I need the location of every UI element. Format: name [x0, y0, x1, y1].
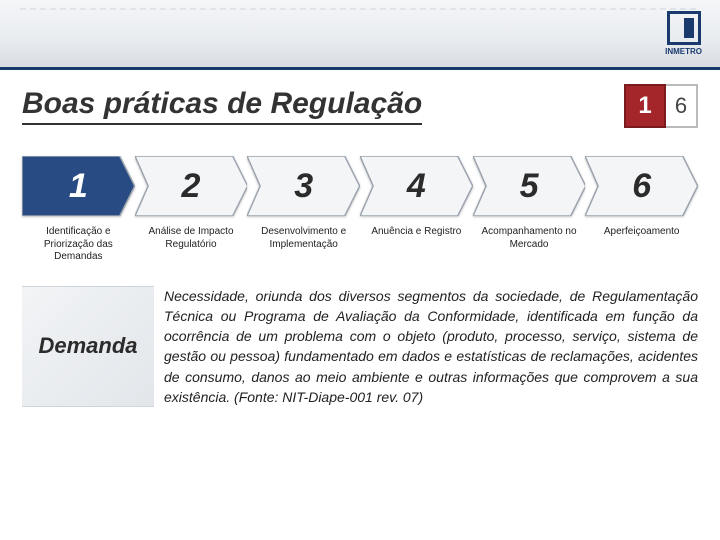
step-number-1: 1 [22, 156, 135, 216]
step-number-3: 3 [247, 156, 360, 216]
section-body-text: Necessidade, oriunda dos diversos segmen… [164, 286, 698, 408]
page-number-badge: 1 6 [624, 84, 698, 128]
step-label-5: Acompanhamento no Mercado [481, 226, 577, 251]
step-label-2: Análise de Impacto Regulatório [143, 226, 239, 251]
brand-name: INMETRO [665, 47, 702, 56]
logo-mark-icon [667, 11, 701, 45]
content-row: Demanda Necessidade, oriunda dos diverso… [0, 270, 720, 426]
brand-logo: INMETRO [665, 11, 702, 56]
step-chevron-3: 3 [247, 156, 360, 216]
page-total: 6 [666, 84, 698, 128]
step-chevron-2: 2 [135, 156, 248, 216]
process-step-6: 6 Aperfeiçoamento [585, 156, 698, 239]
step-chevron-4: 4 [360, 156, 473, 216]
process-step-1: 1 Identificação e Priorização das Demanda… [22, 156, 135, 264]
step-label-3: Desenvolvimento e Implementação [256, 226, 352, 251]
step-label-1: Identificação e Priorização das Demandas [30, 226, 126, 264]
process-step-3: 3 Desenvolvimento e Implementação [247, 156, 360, 251]
slide-title: Boas práticas de Regulação [22, 87, 422, 125]
process-step-4: 4 Anuência e Registro [360, 156, 473, 239]
step-chevron-5: 5 [473, 156, 586, 216]
page-current: 1 [624, 84, 666, 128]
process-step-5: 5 Acompanhamento no Mercado [473, 156, 586, 251]
title-row: Boas práticas de Regulação 1 6 [0, 70, 720, 132]
process-step-2: 2 Análise de Impacto Regulatório [135, 156, 248, 251]
step-number-4: 4 [360, 156, 473, 216]
step-number-6: 6 [585, 156, 698, 216]
step-number-5: 5 [473, 156, 586, 216]
slide-header: INMETRO [0, 0, 720, 70]
step-label-6: Aperfeiçoamento [604, 226, 680, 239]
step-label-4: Anuência e Registro [371, 226, 461, 239]
process-steps: 1 Identificação e Priorização das Demanda… [0, 132, 720, 270]
step-chevron-6: 6 [585, 156, 698, 216]
step-chevron-1: 1 [22, 156, 135, 216]
step-number-2: 2 [135, 156, 248, 216]
section-side-label: Demanda [22, 286, 154, 408]
